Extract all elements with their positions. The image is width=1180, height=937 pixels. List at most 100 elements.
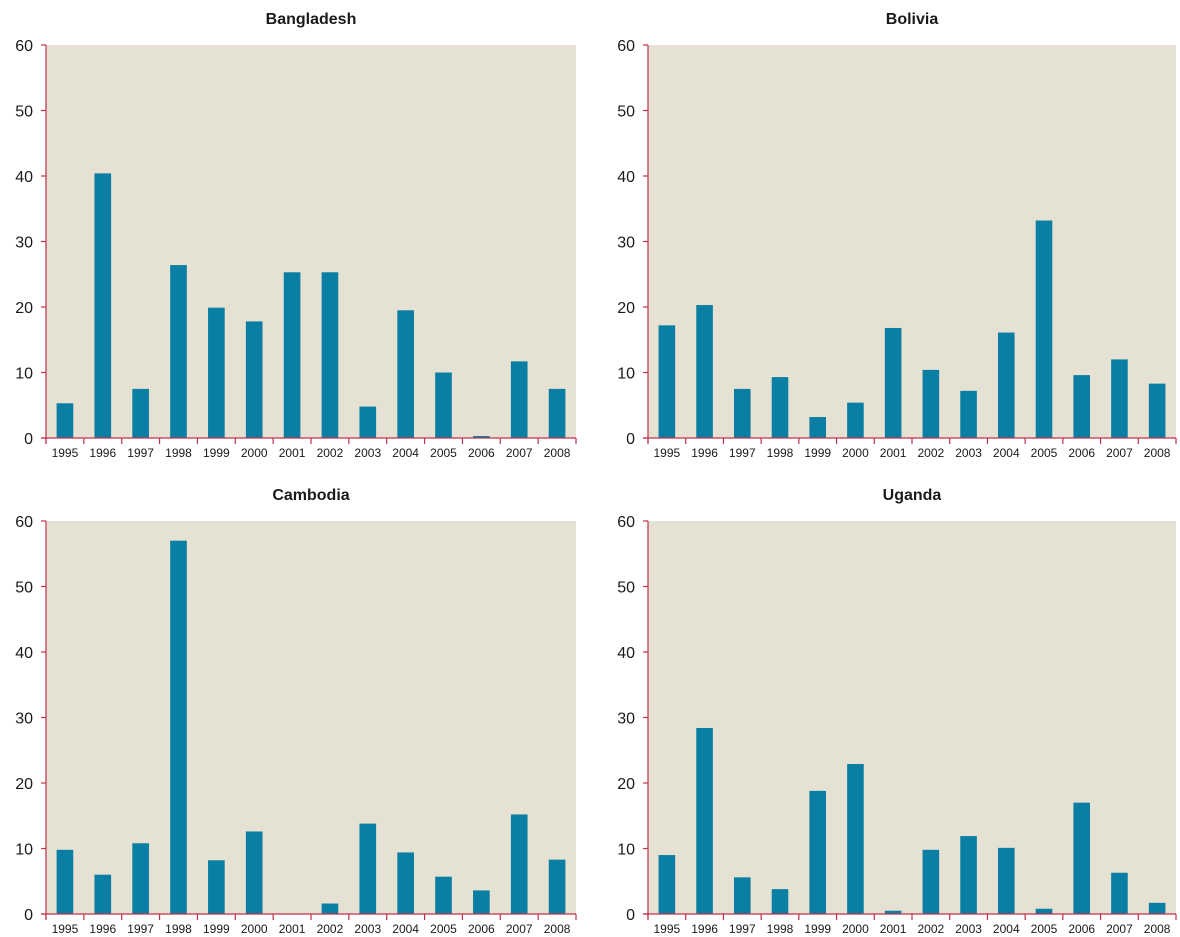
plot-area [648, 521, 1176, 914]
bar [245, 321, 263, 438]
y-tick-label: 60 [617, 38, 635, 55]
y-tick-label: 20 [15, 776, 33, 793]
x-tick-label: 1997 [729, 446, 756, 460]
x-tick-label: 1998 [165, 922, 192, 936]
x-tick-label: 2001 [279, 922, 306, 936]
bar [1035, 220, 1053, 438]
chart-panel: Cambodia 0 10 20 30 40 50 60 1995 1996 1997 1998 199… [15, 487, 577, 936]
bar [397, 310, 414, 438]
bar [435, 876, 452, 914]
x-tick-label: 2008 [544, 922, 571, 936]
x-tick-label: 1995 [654, 446, 681, 460]
bar [132, 388, 149, 438]
bar [733, 877, 751, 914]
x-tick-label: 2000 [842, 446, 869, 460]
x-tick-label: 2005 [430, 922, 457, 936]
y-tick-label: 40 [15, 645, 33, 662]
bar [884, 327, 902, 438]
y-tick-label: 10 [15, 842, 33, 859]
bar [733, 388, 751, 438]
bar [1111, 872, 1128, 914]
x-tick-label: 2004 [993, 446, 1020, 460]
y-tick-label: 50 [617, 580, 635, 597]
bar [960, 390, 977, 438]
y-tick-label: 10 [617, 842, 635, 859]
bar [696, 305, 713, 438]
x-tick-label: 1995 [654, 922, 681, 936]
bar [771, 377, 789, 438]
bar [510, 361, 528, 438]
x-tick-label: 2005 [430, 446, 457, 460]
bar [1035, 908, 1053, 914]
x-tick-label: 2003 [955, 922, 982, 936]
x-tick-label: 2000 [241, 922, 268, 936]
x-tick-label: 2001 [880, 446, 907, 460]
x-tick-label: 1996 [691, 446, 718, 460]
y-tick-label: 40 [617, 169, 635, 186]
bar [94, 874, 112, 914]
x-tick-label: 1996 [89, 446, 116, 460]
bar [771, 889, 789, 914]
x-tick-label: 2000 [842, 922, 869, 936]
bar [658, 855, 676, 914]
bar [658, 325, 676, 438]
bar [56, 849, 74, 914]
x-tick-label: 1998 [165, 446, 192, 460]
x-tick-label: 1999 [203, 446, 230, 460]
x-tick-label: 1999 [804, 446, 831, 460]
y-tick-label: 0 [626, 907, 635, 924]
bar [1148, 383, 1166, 438]
panel-title: Bangladesh [266, 11, 357, 28]
x-tick-label: 1998 [767, 446, 794, 460]
x-tick-label: 2005 [1031, 922, 1058, 936]
bar [847, 402, 864, 438]
x-tick-label: 2004 [392, 922, 419, 936]
x-tick-label: 1997 [127, 446, 154, 460]
bar [809, 417, 827, 438]
y-tick-label: 50 [617, 104, 635, 121]
y-tick-label: 60 [617, 514, 635, 531]
x-tick-label: 2007 [1106, 922, 1133, 936]
plot-area [648, 45, 1176, 438]
x-tick-label: 2007 [506, 922, 533, 936]
bar [245, 831, 263, 914]
bar [510, 814, 528, 914]
panel-title: Bolivia [886, 11, 939, 28]
panel-title: Uganda [883, 487, 942, 504]
x-tick-label: 2001 [880, 922, 907, 936]
x-tick-label: 2000 [241, 446, 268, 460]
bar [56, 403, 74, 438]
x-tick-label: 2002 [918, 446, 945, 460]
y-tick-label: 0 [24, 907, 33, 924]
x-tick-label: 2006 [468, 446, 495, 460]
bar [1148, 902, 1166, 914]
bar [321, 903, 339, 914]
y-tick-label: 60 [15, 38, 33, 55]
bar [283, 272, 301, 438]
bar [397, 852, 414, 914]
y-tick-label: 50 [15, 580, 33, 597]
y-tick-label: 30 [617, 711, 635, 728]
y-tick-label: 20 [617, 300, 635, 317]
x-tick-label: 2001 [279, 446, 306, 460]
x-tick-label: 2005 [1031, 446, 1058, 460]
bar [1073, 802, 1091, 914]
bar [548, 859, 566, 914]
bar [208, 860, 225, 914]
x-tick-label: 1999 [804, 922, 831, 936]
y-tick-label: 40 [617, 645, 635, 662]
bar [922, 369, 940, 438]
x-tick-label: 2008 [1144, 446, 1171, 460]
bar [435, 372, 452, 438]
bar [997, 332, 1015, 438]
x-tick-label: 2003 [955, 446, 982, 460]
x-tick-label: 1998 [767, 922, 794, 936]
x-tick-label: 1997 [127, 922, 154, 936]
x-tick-label: 2002 [317, 446, 344, 460]
chart-panel: Uganda 0 10 20 30 40 50 60 1995 1996 1997 1998 1999 2… [617, 487, 1177, 936]
bar [94, 173, 112, 438]
y-tick-label: 0 [24, 431, 33, 448]
x-tick-label: 2003 [354, 922, 381, 936]
bar [1111, 359, 1128, 438]
